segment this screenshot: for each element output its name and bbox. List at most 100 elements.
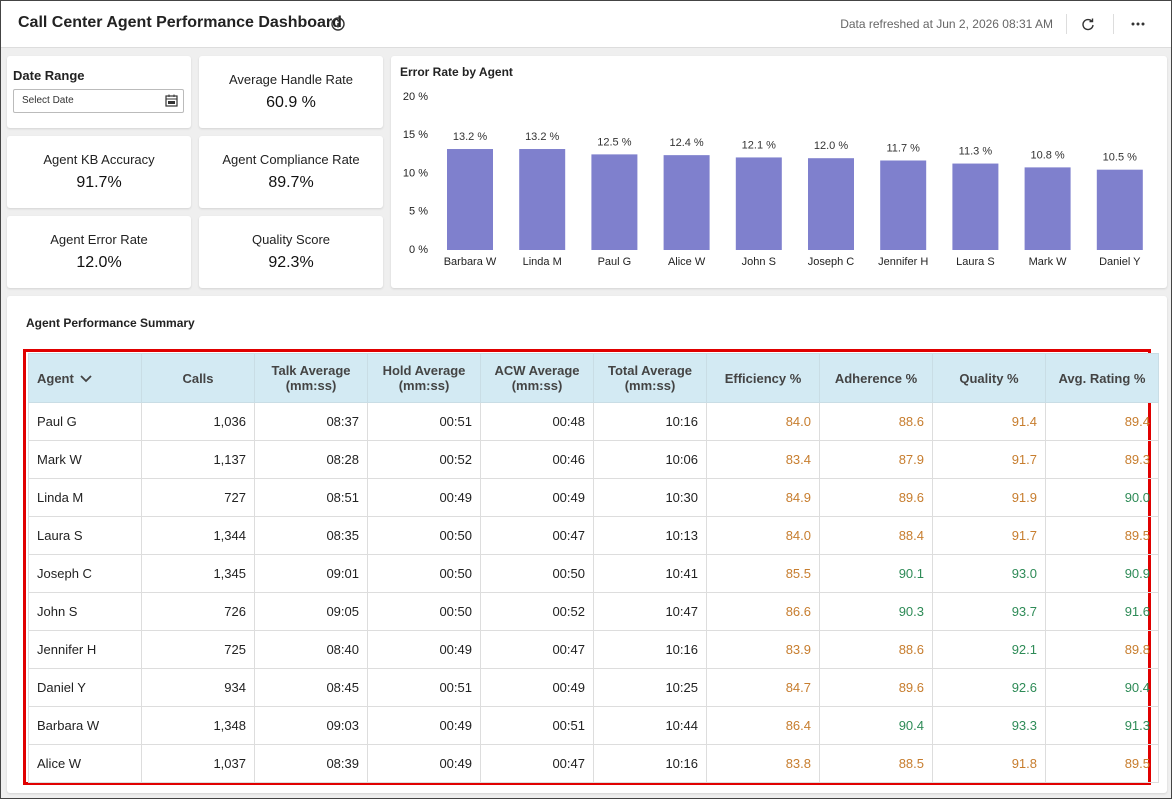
table-cell: 00:51 xyxy=(367,402,481,441)
table-cell: 90.4 xyxy=(1045,668,1159,707)
table-cell: 00:49 xyxy=(367,706,481,745)
chart-card: Error Rate by Agent 0 % 5 % 10 % 15 % 20 % 13… xyxy=(391,56,1167,288)
value-label: 12.5 % xyxy=(597,136,631,148)
table-cell: 00:50 xyxy=(367,516,481,555)
column-header: Total Average (mm:ss) xyxy=(593,353,707,403)
table-cell: 89.5 xyxy=(1045,744,1159,783)
chart: Error Rate by Agent 0 % 5 % 10 % 15 % 20 % 13… xyxy=(400,65,1143,268)
column-header[interactable]: Agent xyxy=(28,353,142,403)
table-cell: 88.4 xyxy=(819,516,933,555)
table-cell: 91.3 xyxy=(1045,706,1159,745)
column-header: Calls xyxy=(141,353,255,403)
divider xyxy=(1066,14,1067,34)
table-cell: Paul G xyxy=(28,402,142,441)
kpi-value: 60.9 % xyxy=(266,94,316,111)
info-icon[interactable] xyxy=(330,16,346,32)
header: Call Center Agent Performance Dashboard … xyxy=(1,1,1171,48)
table-cell: 89.6 xyxy=(819,668,933,707)
header-text: Efficiency % xyxy=(724,370,802,386)
table-cell: 00:49 xyxy=(480,478,594,517)
y-tick-label: 15 % xyxy=(403,129,428,141)
header-text: Quality % xyxy=(959,370,1019,386)
table-row: Laura S 1,344 08:35 00:50 00:47 10:13 84.0 88.4… xyxy=(28,516,1159,555)
chevron xyxy=(80,375,92,383)
bar xyxy=(591,154,638,250)
value-label: 12.1 % xyxy=(742,139,776,151)
table-cell: 10:44 xyxy=(593,706,707,745)
table-cell: 10:41 xyxy=(593,554,707,593)
table-row: Alice W 1,037 08:39 00:49 00:47 10:16 83.8 88.5… xyxy=(28,744,1159,783)
table-cell: 00:52 xyxy=(480,592,594,631)
calendar-icon xyxy=(165,94,178,107)
table-cell: 09:03 xyxy=(254,706,368,745)
table-cell: 10:13 xyxy=(593,516,707,555)
table-card: Agent Performance Summary Agent Calls Talk… xyxy=(7,296,1167,793)
table-cell: 00:50 xyxy=(480,554,594,593)
column-header: ACW Average (mm:ss) xyxy=(480,353,594,403)
column-header: Adherence % xyxy=(819,353,933,403)
chart-title: Error Rate by Agent xyxy=(400,65,513,79)
table-cell: 00:50 xyxy=(367,554,481,593)
table-cell: 88.6 xyxy=(819,630,933,669)
date-input[interactable]: Select Date xyxy=(13,89,184,113)
table-row: Joseph C 1,345 09:01 00:50 00:50 10:41 85.5 90.… xyxy=(28,554,1159,593)
table-cell: 00:49 xyxy=(367,744,481,783)
refresh-info: Data refreshed at Jun 2, 2026 08:31 AM xyxy=(840,17,1053,31)
refresh-button[interactable] xyxy=(1081,17,1095,31)
table-row: Linda M 727 08:51 00:49 00:49 10:30 84.9 89.6 91… xyxy=(28,478,1159,517)
table-cell: 00:51 xyxy=(367,668,481,707)
table-cell: 1,344 xyxy=(141,516,255,555)
table-cell: 10:06 xyxy=(593,440,707,479)
table-cell: 00:49 xyxy=(367,478,481,517)
kpi-card: Agent Compliance Rate 89.7% xyxy=(199,136,383,208)
bar xyxy=(808,158,854,250)
table-cell: 90.9 xyxy=(1045,554,1159,593)
x-tick-label: Linda M xyxy=(523,256,562,268)
table-row: Barbara W 1,348 09:03 00:49 00:51 10:44 86.4 90… xyxy=(28,706,1159,745)
header-text: Total Average (mm:ss) xyxy=(607,363,693,393)
x-tick-label: Daniel Y xyxy=(1099,256,1141,268)
table-cell: 89.3 xyxy=(1045,440,1159,479)
table-cell: 08:51 xyxy=(254,478,368,517)
table-cell: Alice W xyxy=(28,744,142,783)
table-highlight: Agent Calls Talk Average (mm:ss) Hold Avera… xyxy=(23,349,1159,785)
table-cell: 00:47 xyxy=(480,516,594,555)
bar xyxy=(735,157,782,250)
kpi-value: 12.0% xyxy=(76,254,122,271)
table-cell: 93.0 xyxy=(932,554,1046,593)
table-cell: 00:50 xyxy=(367,592,481,631)
table-cell: 90.1 xyxy=(819,554,933,593)
kpi-label: Average Handle Rate xyxy=(228,72,354,87)
table-cell: 725 xyxy=(141,630,255,669)
y-tick-label: 0 % xyxy=(409,244,428,256)
x-tick-label: Alice W xyxy=(668,256,706,268)
table-cell: 10:16 xyxy=(593,630,707,669)
table-cell: 93.3 xyxy=(932,706,1046,745)
table-cell: 91.6 xyxy=(1045,592,1159,631)
table-cell: 00:49 xyxy=(480,668,594,707)
more-button[interactable] xyxy=(1130,21,1146,27)
table-cell: Daniel Y xyxy=(28,668,142,707)
kpi-value: 89.7% xyxy=(268,174,314,191)
table-cell: 89.5 xyxy=(1045,516,1159,555)
x-tick-label: Laura S xyxy=(956,256,995,268)
header-text: Agent xyxy=(37,370,74,386)
divider xyxy=(1113,14,1114,34)
table-cell: 90.3 xyxy=(819,592,933,631)
table-cell: 08:39 xyxy=(254,744,368,783)
value-label: 11.3 % xyxy=(959,145,993,157)
table-cell: Barbara W xyxy=(28,706,142,745)
bar xyxy=(663,155,710,250)
x-tick-label: Barbara W xyxy=(444,256,497,268)
table-cell: 1,345 xyxy=(141,554,255,593)
table-cell: 1,037 xyxy=(141,744,255,783)
table-cell: 08:45 xyxy=(254,668,368,707)
table-cell: 00:47 xyxy=(480,630,594,669)
table-cell: 84.0 xyxy=(706,402,820,441)
table-cell: 10:47 xyxy=(593,592,707,631)
x-tick-label: John S xyxy=(742,256,776,268)
table-cell: 83.8 xyxy=(706,744,820,783)
table-cell: 84.7 xyxy=(706,668,820,707)
kpi-card: Average Handle Rate 60.9 % xyxy=(199,56,383,128)
